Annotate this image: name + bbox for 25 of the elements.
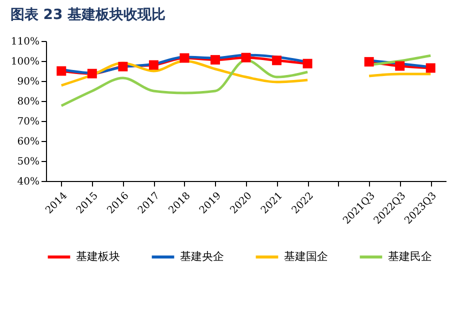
legend-label: 基建板块 bbox=[76, 250, 120, 263]
point bbox=[426, 63, 436, 73]
point bbox=[180, 53, 190, 63]
point bbox=[395, 61, 405, 71]
y-tick-label: 40% bbox=[17, 176, 40, 188]
point bbox=[241, 52, 251, 62]
point bbox=[210, 55, 220, 65]
point bbox=[302, 58, 312, 68]
y-tick-label: 70% bbox=[17, 116, 40, 128]
y-tick-label: 100% bbox=[10, 56, 40, 68]
y-tick-label: 80% bbox=[17, 96, 40, 108]
point bbox=[272, 56, 282, 66]
point bbox=[148, 60, 158, 70]
point bbox=[364, 57, 374, 67]
point bbox=[118, 62, 128, 72]
point bbox=[56, 66, 66, 76]
legend-label: 基建国企 bbox=[284, 250, 328, 263]
point bbox=[87, 68, 97, 78]
legend-label: 基建民企 bbox=[388, 250, 432, 263]
chart-title: 图表 23 基建板块收现比 bbox=[10, 7, 166, 23]
y-tick-label: 110% bbox=[10, 36, 40, 48]
legend-label: 基建央企 bbox=[180, 250, 224, 263]
y-tick-label: 60% bbox=[17, 136, 40, 148]
y-tick-label: 50% bbox=[17, 156, 40, 168]
y-tick-label: 90% bbox=[17, 76, 40, 88]
